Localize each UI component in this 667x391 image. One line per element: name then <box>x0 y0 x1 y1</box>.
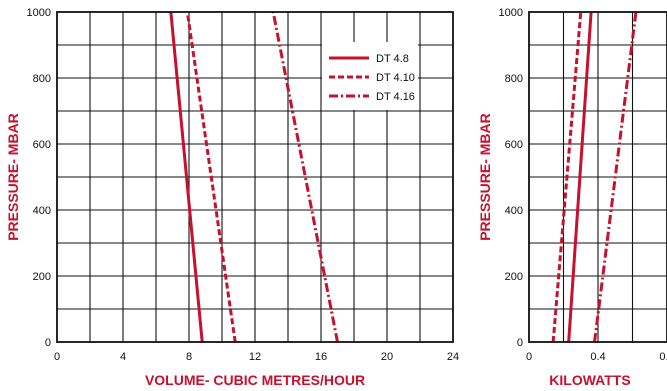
kilowatts-chart-y-tick-label: 800 <box>505 73 523 85</box>
kilowatts-chart-x-tick-labels: 0 0.4 0.8 <box>526 351 667 363</box>
volume-chart-series-line-solid <box>169 11 204 343</box>
kilowatts-chart-frame <box>528 11 667 343</box>
kilowatts-chart-x-tick-label: 0.4 <box>590 351 605 363</box>
volume-chart-y-tick-label: 800 <box>33 73 51 85</box>
volume-chart-y-tick-label: 0 <box>45 337 51 349</box>
kilowatts-chart-y-tick-label: 1000 <box>499 7 523 19</box>
volume-chart-series-line-dashed <box>185 11 237 343</box>
volume-chart-x-tick-label: 24 <box>447 351 459 363</box>
volume-chart-x-tick-label: 0 <box>54 351 60 363</box>
volume-chart-y-tick-label: 200 <box>33 271 51 283</box>
volume-chart-y-tick-label: 600 <box>33 139 51 151</box>
legend-label-dt-4-10: DT 4.10 <box>376 72 415 84</box>
volume-chart-frame <box>56 11 454 343</box>
volume-chart-y-axis-title: PRESSURE- MBAR <box>5 113 21 241</box>
volume-chart-y-tick-labels: 0 200 400 600 800 1000 <box>27 7 51 349</box>
volume-chart-series <box>169 11 339 343</box>
kilowatts-chart-series-line-solid <box>567 11 593 343</box>
kilowatts-chart-grid <box>529 12 667 342</box>
volume-chart-x-tick-label: 12 <box>249 351 261 363</box>
kilowatts-chart-x-axis-title: KILOWATTS <box>549 372 630 388</box>
volume-chart-x-tick-label: 4 <box>120 351 126 363</box>
volume-chart-series-line-dashdot <box>271 11 339 343</box>
legend-label-dt-4-8: DT 4.8 <box>376 53 409 65</box>
kilowatts-chart-y-axis-title: PRESSURE- MBAR <box>477 113 493 241</box>
kilowatts-chart-x-tick-label: 0.8 <box>659 351 667 363</box>
kilowatts-chart: 0 200 400 600 800 1000 0 0.4 0.8 KILOWATTS PRES… <box>477 7 667 388</box>
kilowatts-chart-y-tick-label: 600 <box>505 139 523 151</box>
volume-chart-x-tick-label: 16 <box>315 351 327 363</box>
kilowatts-chart-y-tick-label: 400 <box>505 205 523 217</box>
kilowatts-chart-series-line-dashdot <box>593 11 638 343</box>
kilowatts-chart-y-tick-label: 0 <box>517 337 523 349</box>
volume-chart-y-tick-label: 400 <box>33 205 51 217</box>
legend-label-dt-4-16: DT 4.16 <box>376 91 415 103</box>
kilowatts-chart-y-tick-label: 200 <box>505 271 523 283</box>
kilowatts-chart-series-line-dashed <box>551 11 583 343</box>
kilowatts-chart-series <box>551 11 638 343</box>
volume-chart-x-tick-label: 20 <box>381 351 393 363</box>
legend: DT 4.8 DT 4.10 DT 4.16 <box>322 42 418 110</box>
volume-chart-x-tick-labels: 0 4 8 12 16 20 24 <box>54 351 459 363</box>
kilowatts-chart-x-tick-label: 0 <box>526 351 532 363</box>
volume-chart-x-axis-title: VOLUME- CUBIC METRES/HOUR <box>145 372 365 388</box>
kilowatts-chart-y-tick-labels: 0 200 400 600 800 1000 <box>499 7 523 349</box>
volume-chart: 0 200 400 600 800 1000 0 4 8 12 16 20 24 DT 4.8 DT … <box>5 7 459 388</box>
volume-chart-x-tick-label: 8 <box>186 351 192 363</box>
volume-chart-y-tick-label: 1000 <box>27 7 51 19</box>
